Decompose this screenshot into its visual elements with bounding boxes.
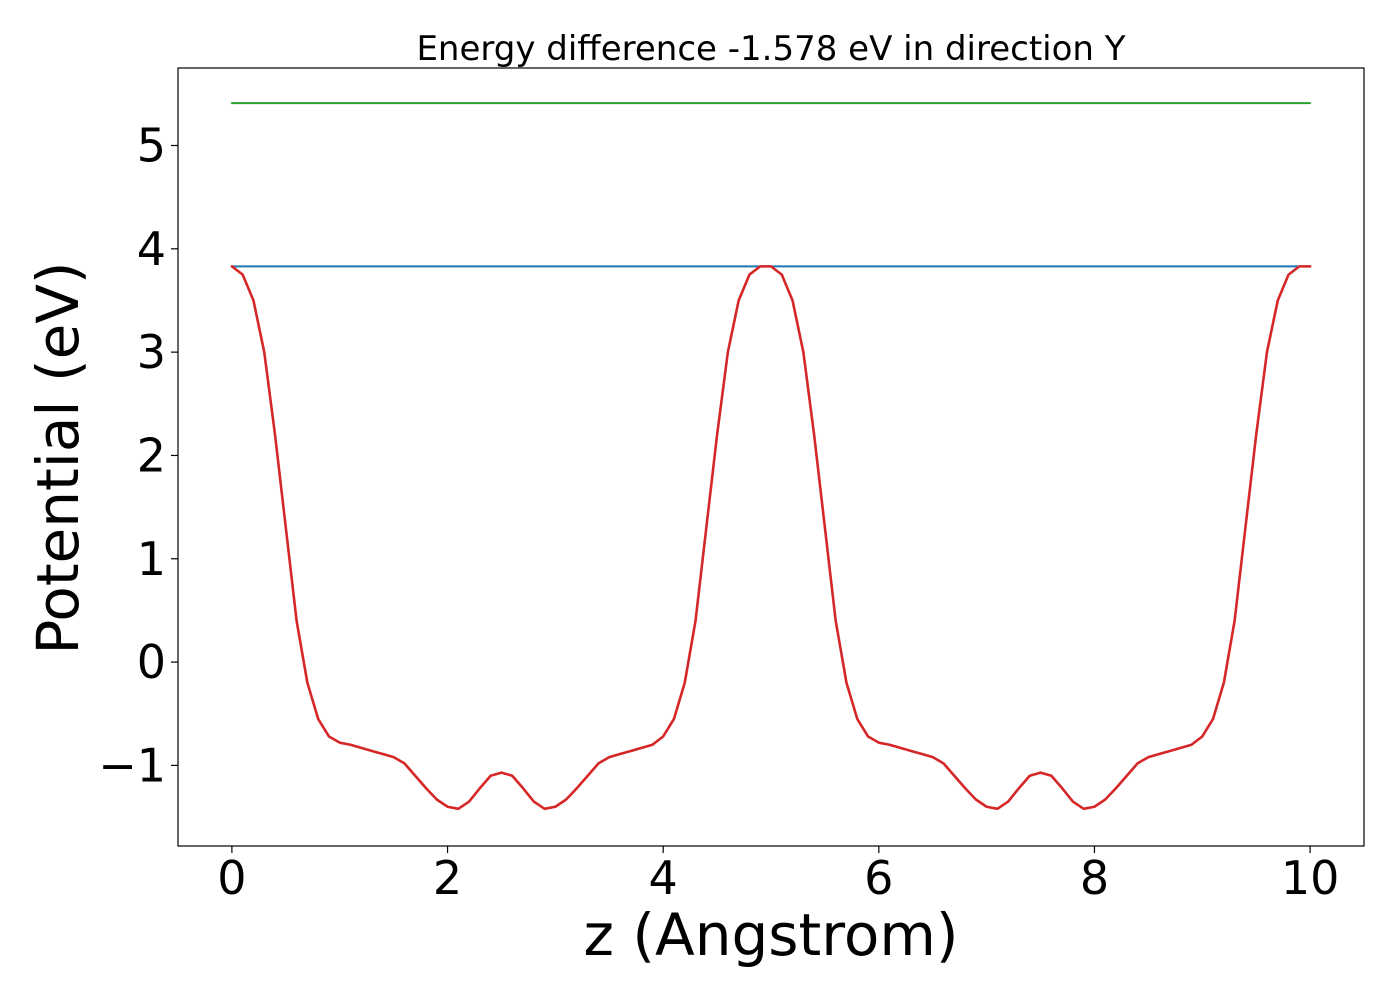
y-tick-label: 1	[137, 532, 166, 586]
y-tick-label: 5	[137, 118, 166, 172]
y-tick-label: 2	[137, 428, 166, 482]
plot-frame	[177, 67, 1365, 847]
x-tick-label: 2	[433, 851, 462, 905]
x-axis-label: z (Angstrom)	[584, 901, 959, 969]
y-tick-label: 4	[137, 222, 166, 276]
x-tick-label: 4	[649, 851, 678, 905]
plot-area	[230, 102, 1312, 811]
x-tick-label: 6	[864, 851, 893, 905]
y-tick-label: −1	[98, 738, 166, 792]
axes: 0 2 4 6 8 10 −1 0 1 2 3 4 5	[98, 67, 1365, 905]
chart-title: Energy difference -1.578 eV in direction…	[416, 29, 1125, 69]
series-lines	[230, 102, 1312, 811]
y-axis-label: Potential (eV)	[24, 261, 92, 654]
x-tick-label: 8	[1080, 851, 1109, 905]
series-line-2	[230, 265, 1312, 811]
y-tick-label: 3	[137, 325, 166, 379]
y-tick-label: 0	[137, 635, 166, 689]
x-tick-label: 10	[1281, 851, 1340, 905]
x-tick-label: 0	[217, 851, 246, 905]
